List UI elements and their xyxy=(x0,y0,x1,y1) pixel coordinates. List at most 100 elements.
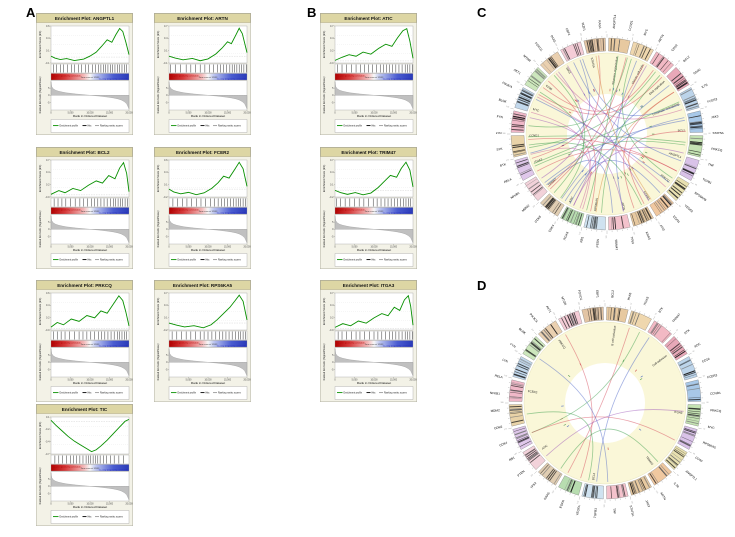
cytoband xyxy=(689,120,702,123)
cytoband xyxy=(509,396,522,398)
gsea-widget-ITGA3: Enrichment Plot: ITGA3 0.7 0.4 0.2 -0.0 Enric… xyxy=(320,280,417,402)
es-tick-label: 0.1 xyxy=(46,416,50,419)
cytoband xyxy=(510,389,523,393)
plot-title-bar xyxy=(36,13,133,23)
cytoband xyxy=(524,448,536,456)
x-axis-label: Rank in Ordered Dataset xyxy=(357,381,391,385)
cytoband xyxy=(600,38,602,51)
cytoband xyxy=(667,457,678,466)
scale-tick-label: 220 xyxy=(554,43,557,47)
positively-correlated-label: 'na_pos' (positively correlated) xyxy=(171,208,199,211)
scale-tick-label: 110 xyxy=(632,232,635,235)
interaction-chord xyxy=(555,73,683,120)
cytoband xyxy=(577,213,583,226)
scale-tick xyxy=(554,316,557,320)
cytoband xyxy=(674,350,686,358)
scale-tick xyxy=(517,93,519,95)
cytoband xyxy=(652,324,660,335)
cytoband xyxy=(588,40,592,53)
interaction-chord xyxy=(553,75,585,193)
scale-tick xyxy=(517,173,519,175)
legend-box xyxy=(334,253,414,267)
cytoband xyxy=(614,308,616,321)
scale-tick xyxy=(541,60,543,63)
cytoband xyxy=(683,431,695,436)
positively-correlated-label: 'na_pos' (positively correlated) xyxy=(53,341,81,344)
cytoband xyxy=(662,195,672,206)
scale-tick xyxy=(681,194,684,196)
x-axis-label: Rank in Ordered Dataset xyxy=(191,114,225,118)
cytoband xyxy=(586,215,590,228)
cytoband xyxy=(536,68,546,78)
gene-label: BLNK xyxy=(498,98,508,104)
cytoband xyxy=(612,307,615,320)
accent-tick xyxy=(644,151,648,154)
cytoband xyxy=(514,430,527,436)
cytoband xyxy=(594,307,597,320)
accent-tick xyxy=(624,171,627,175)
x-tick-label: 15,000 xyxy=(390,379,398,381)
cytoband xyxy=(690,137,703,140)
gene-label: JAK3 xyxy=(644,499,651,508)
cytoband xyxy=(659,197,669,208)
cytoband xyxy=(568,480,574,492)
scale-tick xyxy=(667,208,669,211)
cytoband xyxy=(683,95,695,101)
scale-tick-label: 190 xyxy=(504,375,507,378)
metric-tick-label: 0 xyxy=(166,228,168,231)
cytoband xyxy=(651,472,659,483)
es-tick-label: -0.2 xyxy=(45,428,50,431)
cytoband xyxy=(671,452,682,461)
metric-ylabel: Ranked list metric (Signal2Noise) xyxy=(157,343,160,380)
es-tick-label: -0.1 xyxy=(163,62,168,65)
scale-tick-label: 190 xyxy=(506,106,509,109)
metric-ylabel: Ranked list metric (Signal2Noise) xyxy=(39,467,42,504)
scale-tick xyxy=(641,42,643,44)
gene-label: ATIC xyxy=(659,224,666,233)
legend-metric-label: Ranking metric scores xyxy=(384,391,408,394)
interaction-chord xyxy=(623,91,675,209)
cytoband xyxy=(639,210,645,222)
gene-label: PRKCQ xyxy=(711,147,723,153)
scale-tick xyxy=(631,227,634,231)
cytoband xyxy=(513,115,526,119)
cytoband xyxy=(561,207,569,219)
legend-enrichment-label: Enrichment profile xyxy=(60,124,79,127)
x-tick-label: 10,000 xyxy=(204,112,212,114)
rank-correlation-bar xyxy=(334,340,414,348)
cytoband xyxy=(562,49,569,61)
gsea-plot-ITGA3: Enrichment Plot: ITGA30.70.40.2-0.0Enric… xyxy=(320,280,417,402)
metric-tick-label: 0 xyxy=(48,361,50,364)
x-axis-label: Rank in Ordered Dataset xyxy=(73,114,107,118)
scale-tick xyxy=(678,68,681,70)
accent-tick xyxy=(638,428,642,431)
legend-box xyxy=(168,119,248,133)
scale-tick xyxy=(574,494,576,497)
scale-tick xyxy=(576,225,578,228)
cytoband xyxy=(686,418,699,422)
cytoband xyxy=(583,484,587,497)
scale-tick xyxy=(566,44,568,46)
x-tick-label: 5,000 xyxy=(186,379,192,381)
scale-tick xyxy=(685,455,688,457)
cytoband xyxy=(518,437,530,444)
gene-label: PIK3CA xyxy=(502,81,514,90)
cytoband xyxy=(520,169,532,176)
gene-label: TGFB1 xyxy=(593,508,598,519)
chromosome-segment-chr8 xyxy=(679,156,700,181)
gene-label: RELA xyxy=(503,177,513,185)
scale-tick xyxy=(534,332,537,335)
cytoband xyxy=(511,125,524,128)
scale-tick xyxy=(564,313,566,315)
cytoband xyxy=(574,43,580,56)
cytoband xyxy=(665,459,676,469)
scale-tick xyxy=(653,316,656,320)
scale-tick xyxy=(659,51,661,54)
cytoband xyxy=(591,39,595,52)
gsea-plot-TIC: Enrichment Plot: TIC0.1-0.2-0.4-0.7Enric… xyxy=(36,404,133,526)
scale-tick-label: 220 xyxy=(552,312,555,316)
scale-tick xyxy=(553,51,555,54)
scale-tick xyxy=(543,326,545,329)
scale-tick-label: 40 xyxy=(692,350,695,353)
inner-label: PRKCQ xyxy=(557,339,567,350)
